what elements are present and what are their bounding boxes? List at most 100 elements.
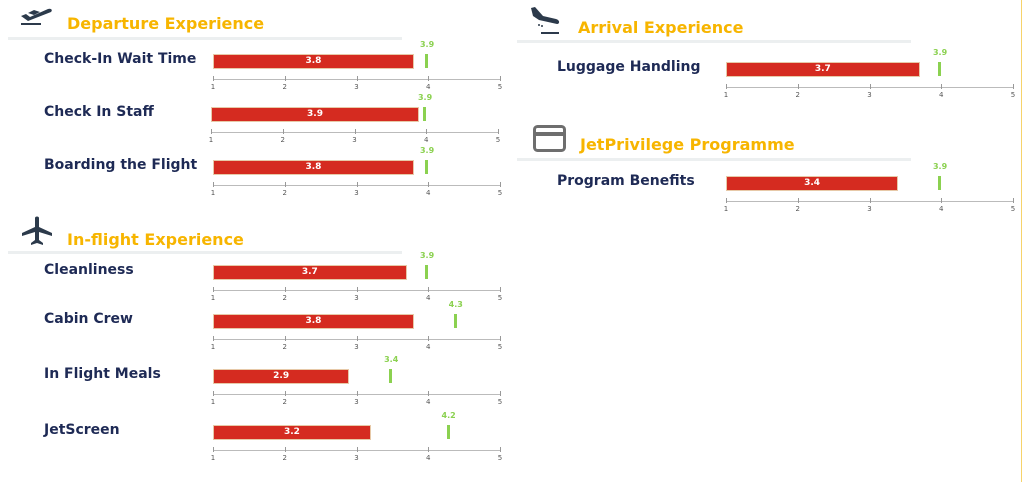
section-title-departure: Departure Experience [67,14,265,33]
axis-tick [428,287,430,292]
tick-label: 1 [210,294,216,302]
tick-label: 3 [354,189,359,197]
row-label: Cabin Crew [44,311,133,327]
target-label: 3.9 [419,146,435,155]
chart-row: In Flight Meals 2.9 3.4 1 2 3 4 5 [44,355,520,412]
tick-label: 3 [354,294,359,302]
tick-label: 1 [210,398,216,406]
row-label: Cleanliness [44,262,134,278]
score-bar: 3.9 [211,107,420,122]
tick-label: 3 [352,136,357,144]
target-marker [425,160,429,174]
section-title-inflight: In-flight Experience [67,230,244,249]
axis-tick [213,287,214,292]
axis-tick [797,198,799,203]
tick-label: 5 [497,294,503,302]
chart-row: Boarding the Flight 3.8 3.9 1 2 3 4 5 [44,146,520,203]
axis-tick [869,198,871,203]
axis-tick [211,129,212,134]
right-edge-line [1021,0,1022,482]
axis-tick [213,76,214,81]
axis-tick [500,182,501,187]
score-bar: 2.9 [213,369,350,384]
chart-row: Check In Staff 3.9 3.9 1 2 3 4 5 [44,93,518,150]
target-marker [425,265,429,279]
axis-tick [356,336,358,341]
axis-tick [500,391,501,396]
score-bar: 3.8 [213,314,414,329]
target-label: 3.9 [932,162,948,171]
tick-label: 2 [282,398,287,406]
target-label: 3.9 [419,40,435,49]
tick-label: 2 [282,343,287,351]
axis-tick [284,287,286,292]
tick-label: 3 [354,454,359,462]
target-marker [389,369,393,383]
axis-tick [284,76,286,81]
tick-label: 4 [426,294,431,302]
axis-tick [213,391,214,396]
axis-tick [356,447,358,452]
axis-tick [282,129,284,134]
axis-tick [284,336,286,341]
tick-label: 2 [282,294,287,302]
axis-tick [500,447,501,452]
target-marker [423,107,427,121]
axis-tick [428,391,430,396]
axis-tick [500,287,501,292]
axis-tick [797,84,799,89]
score-bar: 3.2 [213,425,371,440]
credit-card-icon [533,125,566,152]
tick-label: 4 [424,136,429,144]
tick-label: 1 [210,83,216,91]
axis-tick [284,182,286,187]
tick-label: 1 [210,454,216,462]
axis-tick [213,336,214,341]
target-label: 4.3 [448,300,463,309]
row-label: In Flight Meals [44,366,161,382]
target-label: 3.9 [932,48,948,57]
section-divider [8,37,402,40]
score-bar: 3.8 [213,160,414,175]
tick-label: 3 [354,398,359,406]
target-marker [453,314,457,328]
axis-tick [356,182,358,187]
axis-tick [356,391,358,396]
axis-tick [426,129,428,134]
section-title-arrival: Arrival Experience [578,18,744,37]
target-label: 4.2 [441,411,456,420]
axis-tick [1013,84,1014,89]
tick-label: 2 [795,91,800,99]
tick-label: 3 [867,91,872,99]
tick-label: 5 [497,398,503,406]
row-label: Boarding the Flight [44,157,198,173]
axis-tick [1013,198,1014,203]
target-marker [446,425,450,439]
tick-label: 3 [354,343,359,351]
target-label: 3.9 [417,93,433,102]
row-label: Check-In Wait Time [44,51,197,67]
tick-label: 5 [495,136,501,144]
tick-label: 5 [497,83,503,91]
axis-tick [941,84,943,89]
tick-label: 4 [426,398,431,406]
tick-label: 2 [795,205,800,213]
target-label: 3.4 [384,355,399,364]
row-label: JetScreen [44,422,120,438]
axis-tick [428,76,430,81]
score-bar: 3.8 [213,54,414,69]
tick-label: 1 [208,136,214,144]
axis-tick [356,76,358,81]
axis-tick [726,198,727,203]
row-label: Program Benefits [557,173,695,189]
target-marker [938,62,942,76]
axis-tick [354,129,356,134]
tick-label: 2 [282,454,287,462]
tick-label: 3 [354,83,359,91]
section-divider [517,40,911,43]
target-marker [938,176,942,190]
score-bar: 3.7 [213,265,407,280]
axis-tick [500,76,501,81]
tick-label: 2 [282,189,287,197]
tick-label: 5 [1010,205,1016,213]
